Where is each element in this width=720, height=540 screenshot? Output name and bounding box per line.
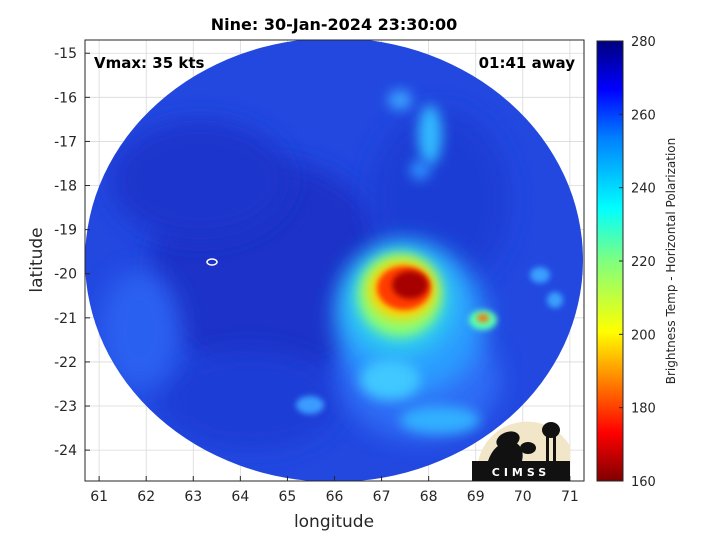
y-tick-label: -19: [54, 223, 77, 239]
svg-text:CIMSS: CIMSS: [492, 466, 550, 479]
chart-title: Nine: 30-Jan-2024 23:30:00: [211, 15, 457, 34]
storm-center-marker: [206, 258, 218, 266]
y-tick-label: -20: [54, 267, 77, 283]
x-tick-label: 62: [137, 489, 155, 505]
y-tick-label: -23: [54, 399, 77, 415]
cimss-logo: CIMSS: [472, 421, 570, 481]
colorbar-tick-label: 240: [631, 182, 656, 197]
y-tick-label: -17: [54, 134, 77, 150]
vmax-annotation: Vmax: 35 kts: [94, 54, 204, 72]
colorbar-ticks: 160 180 200 220 240 260 280: [619, 35, 656, 490]
y-axis-label: latitude: [27, 227, 47, 292]
time-away-annotation: 01:41 away: [479, 54, 576, 72]
colorbar-tick-label: 220: [631, 255, 656, 270]
colorbar-tick-label: 200: [631, 328, 656, 343]
colorbar-tick-label: 160: [631, 475, 656, 490]
y-tick-label: -22: [54, 355, 77, 371]
x-tick-label: 68: [420, 489, 438, 505]
y-tick-label: -18: [54, 179, 77, 195]
x-tick-labels: 61 62 63 64 65 66 67 68 69 70 71: [90, 476, 579, 505]
swath-image: [85, 40, 583, 481]
y-tick-label: -15: [54, 46, 77, 62]
x-tick-label: 61: [90, 489, 108, 505]
colorbar-tick-label: 280: [631, 35, 656, 50]
colorbar-tick-label: 180: [631, 402, 656, 417]
y-tick-label: -21: [54, 311, 77, 327]
colorbar: 160 180 200 220 240 260 280 Brightness Temp - …: [596, 35, 678, 490]
colorbar-label: Brightness Temp - Horizontal Polarizatio…: [664, 138, 678, 385]
x-axis-label: longitude: [294, 512, 374, 532]
x-tick-label: 67: [373, 489, 391, 505]
x-tick-label: 66: [326, 489, 344, 505]
x-tick-label: 71: [561, 489, 579, 505]
x-tick-label: 63: [184, 489, 202, 505]
x-tick-label: 64: [231, 489, 249, 505]
y-tick-label: -16: [54, 90, 77, 106]
x-tick-label: 65: [279, 489, 297, 505]
y-tick-labels: -15 -16 -17 -18 -19 -20 -21 -22 -23 -24: [54, 46, 90, 459]
x-tick-label: 70: [514, 489, 532, 505]
x-tick-label: 69: [467, 489, 485, 505]
y-tick-label: -24: [54, 443, 77, 459]
colorbar-tick-label: 260: [631, 108, 656, 123]
